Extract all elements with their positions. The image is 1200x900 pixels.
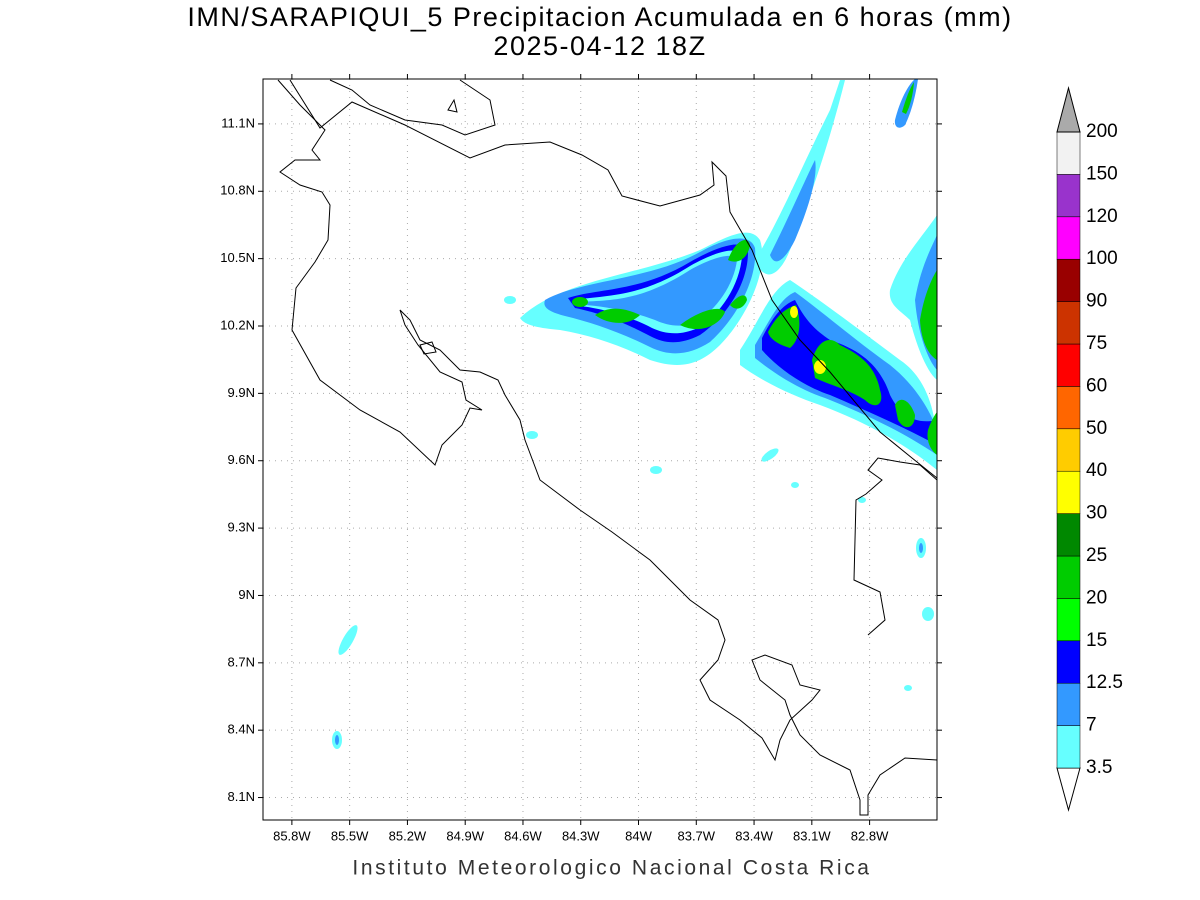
precip-area — [858, 497, 866, 503]
precip-area — [927, 412, 937, 455]
coastline — [419, 341, 437, 355]
precip-area — [338, 625, 358, 655]
precip-area — [572, 297, 588, 307]
colorbar-box — [1056, 174, 1081, 218]
precip-area — [790, 306, 798, 318]
y-tick-label: 11.1N — [221, 115, 255, 130]
precip-area — [812, 340, 882, 406]
colorbar-box — [1056, 555, 1081, 599]
precip-area — [335, 735, 339, 745]
map-frame — [262, 78, 938, 821]
y-tick-label: 8.7N — [228, 654, 255, 669]
colorbar-box — [1056, 258, 1081, 302]
precipitation — [332, 79, 937, 749]
colorbar-label: 40 — [1086, 460, 1107, 481]
precip-area — [922, 607, 934, 621]
y-tick-label: 9.6N — [228, 452, 255, 467]
coastline — [853, 457, 937, 636]
colorbar-label: 25 — [1086, 545, 1107, 566]
precip-area — [730, 295, 747, 309]
x-tick-label: 85.2W — [389, 828, 427, 843]
coastline — [289, 79, 937, 479]
colorbar-label: 75 — [1086, 333, 1107, 354]
colorbar-label: 12.5 — [1086, 672, 1123, 693]
precip-area — [814, 360, 826, 374]
colorbar-label: 15 — [1086, 630, 1107, 651]
colorbar-box — [1056, 640, 1081, 684]
colorbar-box — [1056, 513, 1081, 557]
precip-area — [526, 431, 538, 439]
title: IMN/SARAPIQUI_5 Precipitacion Acumulada … — [187, 2, 1012, 32]
precip-area — [895, 399, 915, 428]
x-tick-label: 84.6W — [504, 828, 542, 843]
colorbar-box — [1056, 386, 1081, 430]
precip-area — [761, 448, 779, 462]
coastline — [447, 98, 458, 113]
colorbar-label: 150 — [1086, 163, 1118, 184]
coastline — [329, 79, 496, 136]
precip-area — [580, 255, 737, 326]
coastline — [277, 79, 937, 816]
grid-layer — [263, 79, 937, 820]
colorbar-box — [1056, 216, 1081, 260]
y-tick-label: 8.4N — [228, 722, 255, 737]
y-tick-label: 10.5N — [220, 250, 255, 265]
x-tick-label: 82.8W — [851, 828, 889, 843]
colorbar-label: 120 — [1086, 206, 1118, 227]
colorbar-under — [1056, 767, 1081, 812]
precip-area — [919, 543, 923, 553]
y-tick-label: 9N — [238, 587, 255, 602]
colorbar-box — [1056, 131, 1081, 175]
footer: Instituto Meteorologico Nacional Costa R… — [352, 857, 871, 880]
precip-area — [902, 82, 914, 114]
precip-area — [728, 240, 750, 262]
y-tick-label: 9.9N — [228, 385, 255, 400]
axis-layer: 85.8W 85.5W 85.2W 84.9W 84.6W 84.3W 84W 83.7W 83… — [220, 74, 942, 843]
precip-area — [504, 296, 516, 304]
colorbar-label: 7 — [1086, 715, 1097, 736]
colorbar-label: 3.5 — [1086, 757, 1112, 778]
colorbar-label: 90 — [1086, 291, 1107, 312]
colorbar-box — [1056, 428, 1081, 472]
colorbar-over — [1056, 86, 1081, 133]
colorbar-box — [1056, 470, 1081, 514]
x-tick-label: 84W — [625, 828, 652, 843]
colorbar-label: 20 — [1086, 587, 1107, 608]
colorbar-box — [1056, 725, 1081, 769]
precip-area — [650, 466, 662, 474]
colorbar-label: 200 — [1086, 121, 1118, 142]
colorbar: 3.5 7 12.5 15 20 25 30 40 50 60 75 90 100 120 150 200 — [1056, 86, 1123, 812]
y-tick-label: 9.3N — [228, 520, 255, 535]
colorbar-label: 60 — [1086, 375, 1107, 396]
y-tick-label: 10.2N — [220, 317, 255, 332]
precip-area — [680, 308, 725, 330]
colorbar-box — [1056, 598, 1081, 642]
colorbar-box — [1056, 301, 1081, 345]
x-tick-label: 85.5W — [331, 828, 369, 843]
precip-area — [595, 308, 640, 323]
precip-area — [920, 270, 937, 360]
precip-area — [755, 80, 845, 275]
y-tick-label: 8.1N — [228, 789, 255, 804]
x-tick-label: 84.9W — [446, 828, 484, 843]
subtitle: 2025-04-12 18Z — [493, 31, 706, 61]
x-tick-label: 83.1W — [793, 828, 831, 843]
x-tick-label: 84.3W — [562, 828, 600, 843]
y-tick-label: 10.8N — [220, 183, 255, 198]
colorbar-label: 30 — [1086, 503, 1107, 524]
x-tick-label: 83.4W — [735, 828, 773, 843]
coastlines — [277, 79, 937, 816]
colorbar-box — [1056, 682, 1081, 726]
x-tick-label: 85.8W — [273, 828, 311, 843]
colorbar-box — [1056, 343, 1081, 387]
precip-area — [770, 160, 816, 262]
colorbar-label: 50 — [1086, 418, 1107, 439]
precip-area — [904, 685, 912, 691]
precip-area — [791, 482, 799, 488]
colorbar-label: 100 — [1086, 248, 1118, 269]
x-tick-label: 83.7W — [677, 828, 715, 843]
